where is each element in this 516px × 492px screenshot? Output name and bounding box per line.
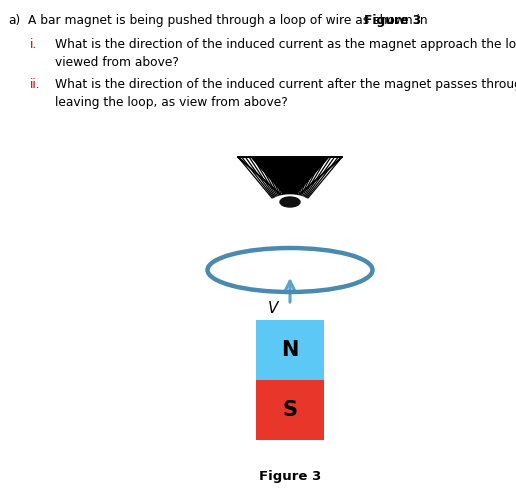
- Text: a): a): [8, 14, 20, 27]
- Text: A bar magnet is being pushed through a loop of wire as shown in: A bar magnet is being pushed through a l…: [28, 14, 431, 27]
- Bar: [256, 320, 324, 380]
- Ellipse shape: [272, 195, 308, 209]
- Polygon shape: [252, 158, 328, 201]
- Text: i.: i.: [30, 38, 37, 51]
- Text: What is the direction of the induced current after the magnet passes through and: What is the direction of the induced cur…: [55, 78, 516, 91]
- Text: Figure 3: Figure 3: [364, 14, 421, 27]
- Text: What is the direction of the induced current as the magnet approach the loop, as: What is the direction of the induced cur…: [55, 38, 516, 51]
- Text: V: V: [268, 301, 278, 316]
- Text: leaving the loop, as view from above?: leaving the loop, as view from above?: [55, 96, 288, 109]
- Text: Figure 3: Figure 3: [259, 470, 321, 483]
- Text: N: N: [281, 340, 299, 360]
- Text: .: .: [414, 14, 418, 27]
- Ellipse shape: [280, 197, 300, 207]
- Text: viewed from above?: viewed from above?: [55, 56, 179, 69]
- Bar: [256, 380, 324, 440]
- Text: S: S: [282, 400, 298, 420]
- Text: ii.: ii.: [30, 78, 41, 91]
